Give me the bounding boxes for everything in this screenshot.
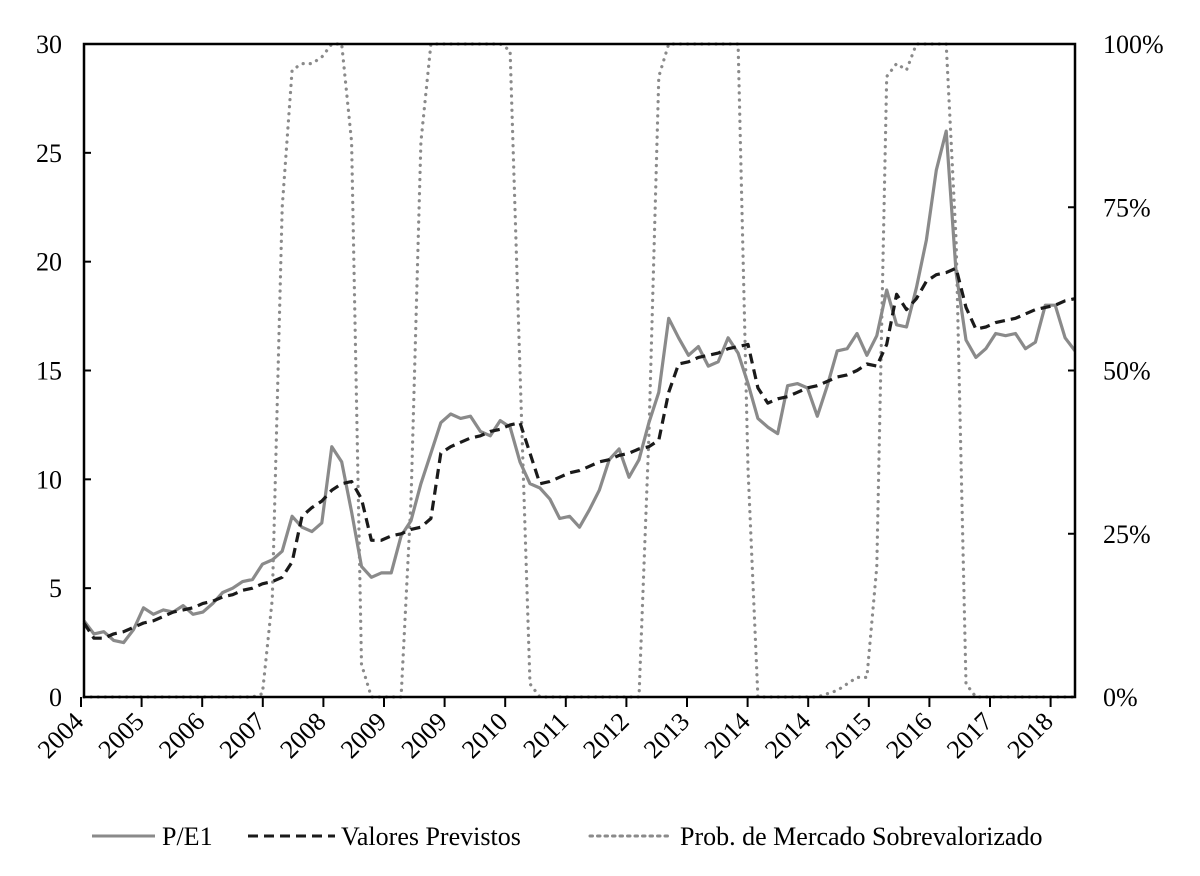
x-tick-label: 2011: [517, 707, 574, 764]
series-line-valores-previstos: [82, 266, 1076, 640]
x-tick-label: 2005: [93, 707, 150, 764]
x-tick-label: 2008: [274, 707, 331, 764]
legend-label-pe1: P/E1: [162, 822, 213, 851]
x-tick-label: 2017: [941, 707, 998, 764]
x-tick-label: 2010: [456, 707, 513, 764]
y-right-tick-label: 25%: [1103, 520, 1151, 549]
x-tick-label: 2007: [214, 707, 271, 764]
series-line-prob-de-mercado-sobrevalorizado: [82, 42, 1077, 699]
legend-label-valores-previstos: Valores Previstos: [341, 822, 521, 851]
y-left-tick-label: 5: [49, 574, 62, 603]
y-left-tick-label: 30: [36, 30, 62, 59]
x-tick-label: 2006: [153, 707, 210, 764]
y-right-tick-label: 100%: [1103, 30, 1164, 59]
x-tick-label: 2012: [577, 707, 634, 764]
x-tick-label: 2016: [880, 707, 937, 764]
legend-label-prob-sobrevalorizado: Prob. de Mercado Sobrevalorizado: [680, 822, 1042, 851]
y-left-tick-label: 20: [36, 248, 62, 277]
x-tick-label: 2014: [699, 707, 756, 764]
x-tick-label: 2013: [638, 707, 695, 764]
x-tick-label: 2009: [396, 707, 453, 764]
series-line-p-e1: [82, 129, 1077, 645]
x-tick-label: 2004: [32, 707, 89, 764]
x-tick-label: 2014: [759, 707, 816, 764]
y-left-tick-label: 10: [36, 465, 62, 494]
legend: P/E1 Valores Previstos Prob. de Mercado …: [92, 822, 1042, 851]
y-left-tick-label: 15: [36, 357, 62, 386]
x-tick-label: 2015: [820, 707, 877, 764]
y-right-tick-label: 75%: [1103, 193, 1151, 222]
y-left-tick-label: 25: [36, 139, 62, 168]
y-right-tick-label: 50%: [1103, 357, 1151, 386]
plot-frame: [82, 42, 1077, 699]
y-left-tick-label: 0: [49, 683, 62, 712]
x-tick-label: 2009: [335, 707, 392, 764]
x-tick-label: 2018: [1002, 707, 1059, 764]
y-right-tick-label: 0%: [1103, 683, 1138, 712]
series-layer: [82, 42, 1077, 699]
